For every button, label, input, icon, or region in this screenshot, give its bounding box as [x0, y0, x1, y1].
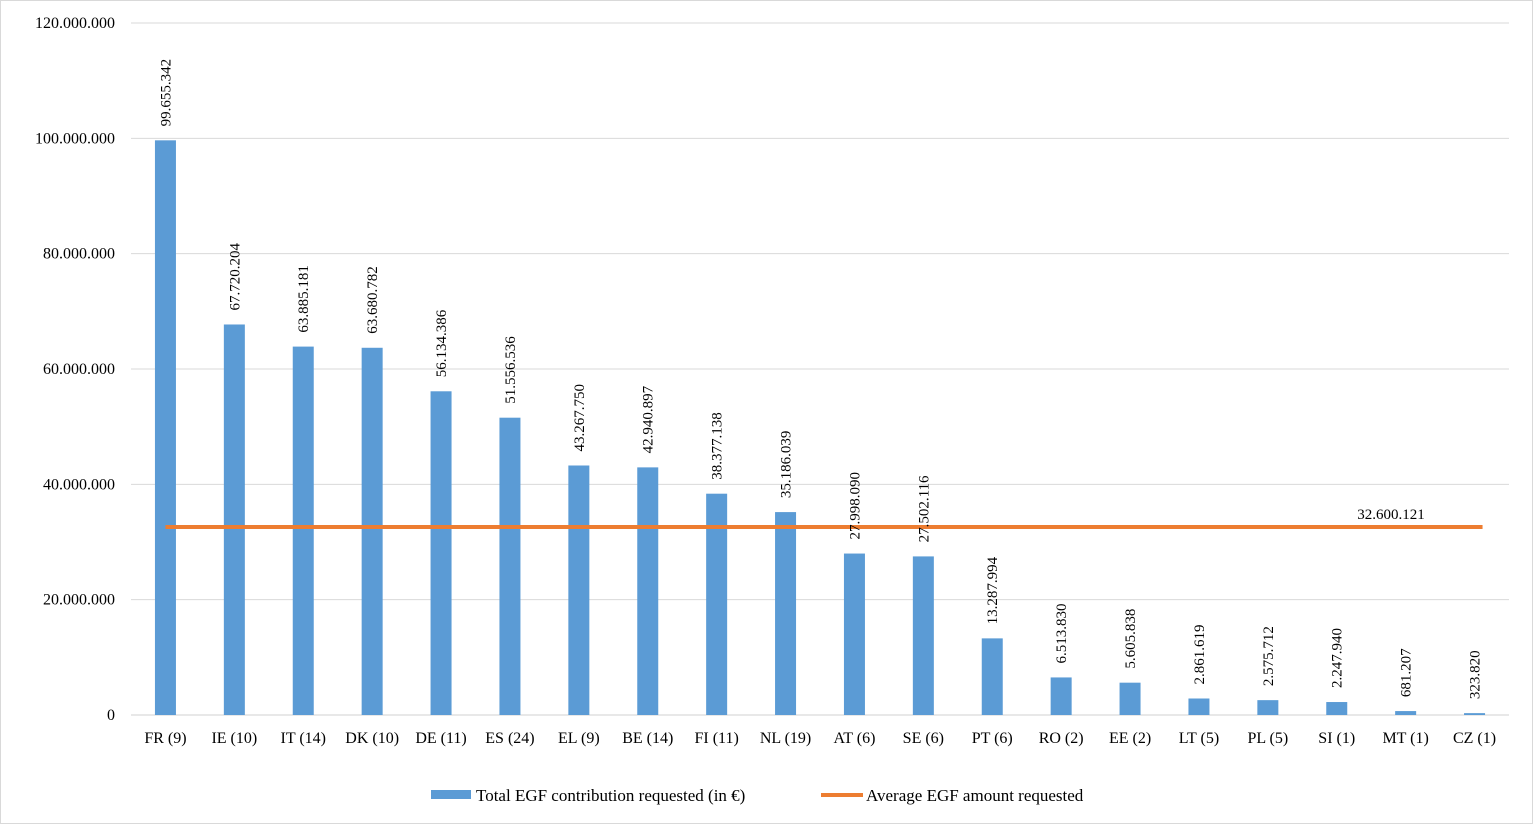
legend: Total EGF contribution requested (in €) …	[431, 786, 1084, 805]
legend-line-label: Average EGF amount requested	[866, 786, 1084, 805]
legend-bar-swatch	[431, 790, 471, 799]
data-labels: 99.655.342 67.720.204 63.885.181 63.680.782…	[158, 59, 1483, 699]
x-tick-label: LT (5)	[1179, 730, 1219, 747]
x-tick-label: EL (9)	[558, 730, 600, 747]
bar-value-label: 5.605.838	[1123, 609, 1139, 669]
bar-value-label: 323.820	[1468, 650, 1484, 699]
bar	[1257, 700, 1279, 715]
y-tick-label: 40.000.000	[43, 476, 115, 493]
x-tick-label: NL (19)	[760, 730, 811, 747]
x-tick-label: EE (2)	[1109, 730, 1151, 747]
bar	[1119, 682, 1141, 715]
bars	[154, 140, 1486, 715]
x-tick-label: PL (5)	[1247, 730, 1288, 747]
bar	[981, 638, 1003, 715]
bar	[1464, 713, 1486, 715]
x-tick-label: IE (10)	[211, 730, 257, 747]
bar	[154, 140, 176, 715]
x-tick-label: AT (6)	[833, 730, 875, 747]
y-tick-label: 100.000.000	[35, 130, 115, 147]
x-tick-label: FR (9)	[144, 730, 186, 747]
bar-value-label: 38.377.138	[710, 412, 726, 480]
y-tick-label: 60.000.000	[43, 361, 115, 378]
bar	[223, 324, 245, 715]
bar	[775, 512, 797, 715]
bar-value-label: 35.186.039	[779, 431, 795, 499]
bar-value-label: 27.502.116	[916, 475, 932, 542]
bar	[706, 493, 728, 715]
x-axis-ticks: FR (9) IE (10) IT (14) DK (10) DE (11) ES (24…	[144, 730, 1496, 747]
bar-value-label: 13.287.994	[985, 556, 1001, 624]
bar-value-label: 63.885.181	[296, 265, 312, 333]
x-tick-label: DE (11)	[415, 730, 466, 747]
bar-value-label: 2.247.940	[1330, 628, 1346, 688]
bar	[1326, 702, 1348, 715]
x-tick-label: MT (1)	[1382, 730, 1428, 747]
bar	[1395, 711, 1417, 715]
bar-value-label: 681.207	[1399, 648, 1415, 697]
y-axis-ticks: 0 20.000.000 40.000.000 60.000.000 80.000.00…	[35, 15, 115, 724]
gridlines	[131, 22, 1509, 716]
bar-value-label: 99.655.342	[158, 59, 174, 127]
x-tick-label: FI (11)	[695, 730, 739, 747]
y-tick-label: 20.000.000	[43, 592, 115, 609]
bar-value-label: 63.680.782	[365, 266, 381, 334]
bar	[292, 346, 314, 715]
x-tick-label: PT (6)	[972, 730, 1013, 747]
average-value-label: 32.600.121	[1357, 507, 1425, 523]
y-tick-label: 120.000.000	[35, 15, 115, 32]
bar-value-label: 27.998.090	[847, 472, 863, 540]
bar	[1050, 677, 1072, 715]
x-tick-label: SI (1)	[1318, 730, 1355, 747]
y-tick-label: 0	[107, 707, 115, 724]
x-tick-label: ES (24)	[485, 730, 534, 747]
bar	[637, 467, 659, 715]
bar	[1188, 698, 1210, 715]
average-line-group: 32.600.121	[165, 507, 1483, 530]
bar	[430, 391, 452, 715]
bar-value-label: 56.134.386	[434, 309, 450, 377]
bar	[568, 465, 590, 715]
bar-value-label: 2.861.619	[1192, 624, 1208, 684]
x-tick-label: RO (2)	[1039, 730, 1084, 747]
bar-value-label: 67.720.204	[227, 242, 243, 310]
bar-value-label: 2.575.712	[1261, 626, 1277, 686]
bar	[499, 417, 521, 715]
bar	[912, 556, 934, 715]
bar-value-label: 51.556.536	[503, 336, 519, 404]
x-tick-label: DK (10)	[345, 730, 399, 747]
bar-value-label: 6.513.830	[1054, 603, 1070, 663]
bar-value-label: 43.267.750	[572, 384, 588, 452]
x-tick-label: CZ (1)	[1453, 730, 1496, 747]
y-tick-label: 80.000.000	[43, 246, 115, 263]
bar	[361, 347, 383, 715]
bar	[843, 553, 865, 715]
legend-bar-label: Total EGF contribution requested (in €)	[476, 786, 745, 805]
bar-value-label: 42.940.897	[641, 385, 657, 453]
x-tick-label: IT (14)	[281, 730, 326, 747]
x-tick-label: SE (6)	[903, 730, 944, 747]
x-tick-label: BE (14)	[622, 730, 673, 747]
